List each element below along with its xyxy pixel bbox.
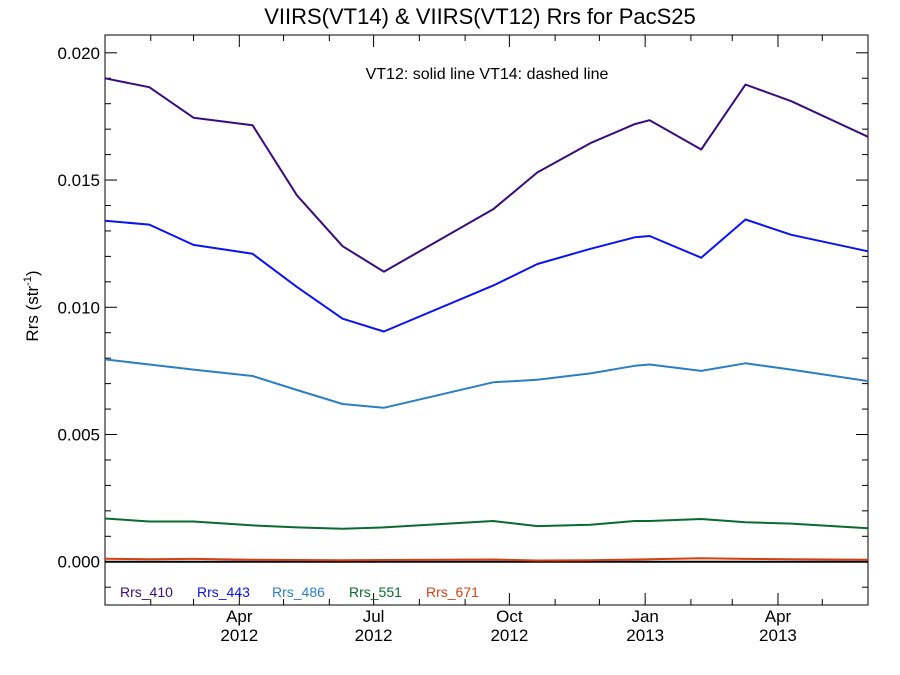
svg-text:Rrs (str-1): Rrs (str-1) [22,270,42,341]
series-line-rrs-486 [104,358,869,409]
series-line-rrs-410 [104,77,869,273]
x-tick-year-label: 2012 [355,626,393,645]
x-tick-month-label: Oct [496,607,523,626]
legend-entry-rrs-551: Rrs_551 [349,584,402,600]
y-axis-label: Rrs (str-1) [22,270,42,341]
x-tick-month-label: Apr [765,607,792,626]
x-tick-year-label: 2012 [490,626,528,645]
x-tick-month-label: Apr [226,607,253,626]
plot-frame [104,34,869,606]
series-line-rrs-671 [104,557,869,562]
y-axis-label-main: Rrs (str [23,286,42,342]
y-axis-label-tail: ) [23,270,42,276]
chart-title: VIIRS(VT14) & VIIRS(VT12) Rrs for PacS25 [264,4,696,29]
y-tick-label: 0.015 [57,171,100,190]
y-tick-label: 0.020 [57,44,100,63]
x-tick-month-label: Jul [363,607,385,626]
legend-entry-rrs-410: Rrs_410 [120,584,173,600]
series-line-rrs-443 [104,218,869,333]
y-axis-label-sup: -1 [22,276,34,286]
x-tick-month-label: Jan [631,607,658,626]
y-tick-label: 0.010 [57,298,100,317]
chart-annotation: VT12: solid line VT14: dashed line [366,66,609,83]
legend-entry-rrs-443: Rrs_443 [197,584,250,600]
series-line-rrs-551 [104,517,869,530]
legend-entry-rrs-486: Rrs_486 [272,584,325,600]
y-tick-label: 0.005 [57,426,100,445]
legend-entry-rrs-671: Rrs_671 [426,584,479,600]
y-tick-label: 0.000 [57,553,100,572]
x-tick-year-label: 2013 [626,626,664,645]
x-tick-year-label: 2012 [220,626,258,645]
x-tick-year-label: 2013 [759,626,797,645]
